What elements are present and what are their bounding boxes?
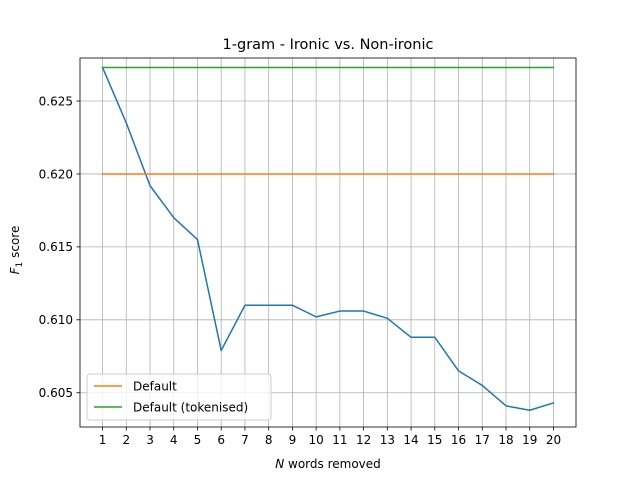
x-tick-label: 9 (289, 433, 297, 447)
x-tick-label: 1 (99, 433, 107, 447)
x-tick-label: 3 (146, 433, 154, 447)
y-tick-label: 0.605 (39, 386, 73, 400)
x-tick-label: 5 (194, 433, 202, 447)
x-tick-label: 14 (403, 433, 418, 447)
y-tick-label: 0.620 (39, 167, 73, 181)
x-tick-label: 10 (308, 433, 323, 447)
x-tick-label: 8 (265, 433, 273, 447)
x-tick-label: 2 (122, 433, 130, 447)
y-tick-label: 0.625 (39, 94, 73, 108)
x-axis-label-variable: N (275, 457, 284, 471)
y-axis-label: F1 score (8, 226, 25, 275)
y-axis-label-variable: F (8, 266, 22, 274)
legend-box (86, 373, 272, 421)
chart-title: 1-gram - Ironic vs. Non-ironic (223, 37, 434, 53)
x-axis-label-text: words removed (284, 457, 381, 471)
x-axis-label: N words removed (275, 457, 381, 471)
legend-label-default: Default (133, 380, 177, 394)
y-tick-label: 0.615 (39, 240, 73, 254)
legend-label-default-tokenised: Default (tokenised) (133, 401, 248, 415)
y-tick-label: 0.610 (39, 313, 73, 327)
x-tick-label: 12 (356, 433, 371, 447)
axis-ticks: 1 2 3 4 5 6 7 8 9 10 11 12 13 14 15 16 17 18 19 200.6050.61… (39, 94, 561, 447)
x-tick-label: 6 (217, 433, 225, 447)
x-tick-label: 4 (170, 433, 178, 447)
x-tick-label: 20 (546, 433, 561, 447)
plot-frame (79, 57, 577, 428)
series-line-n-words-removed (101, 66, 555, 411)
y-axis-label-subscript: 1 (15, 262, 25, 268)
legend: Default Default (tokenised) (86, 373, 272, 421)
x-tick-label: 18 (498, 433, 513, 447)
x-tick-label: 19 (522, 433, 537, 447)
x-tick-label: 7 (241, 433, 249, 447)
x-tick-label: 15 (427, 433, 442, 447)
x-tick-label: 13 (380, 433, 395, 447)
grid (80, 58, 576, 427)
y-axis-label-text: score (8, 226, 22, 262)
x-tick-label: 16 (451, 433, 466, 447)
x-tick-label: 17 (475, 433, 490, 447)
x-tick-label: 11 (332, 433, 347, 447)
series-lines (101, 66, 555, 411)
